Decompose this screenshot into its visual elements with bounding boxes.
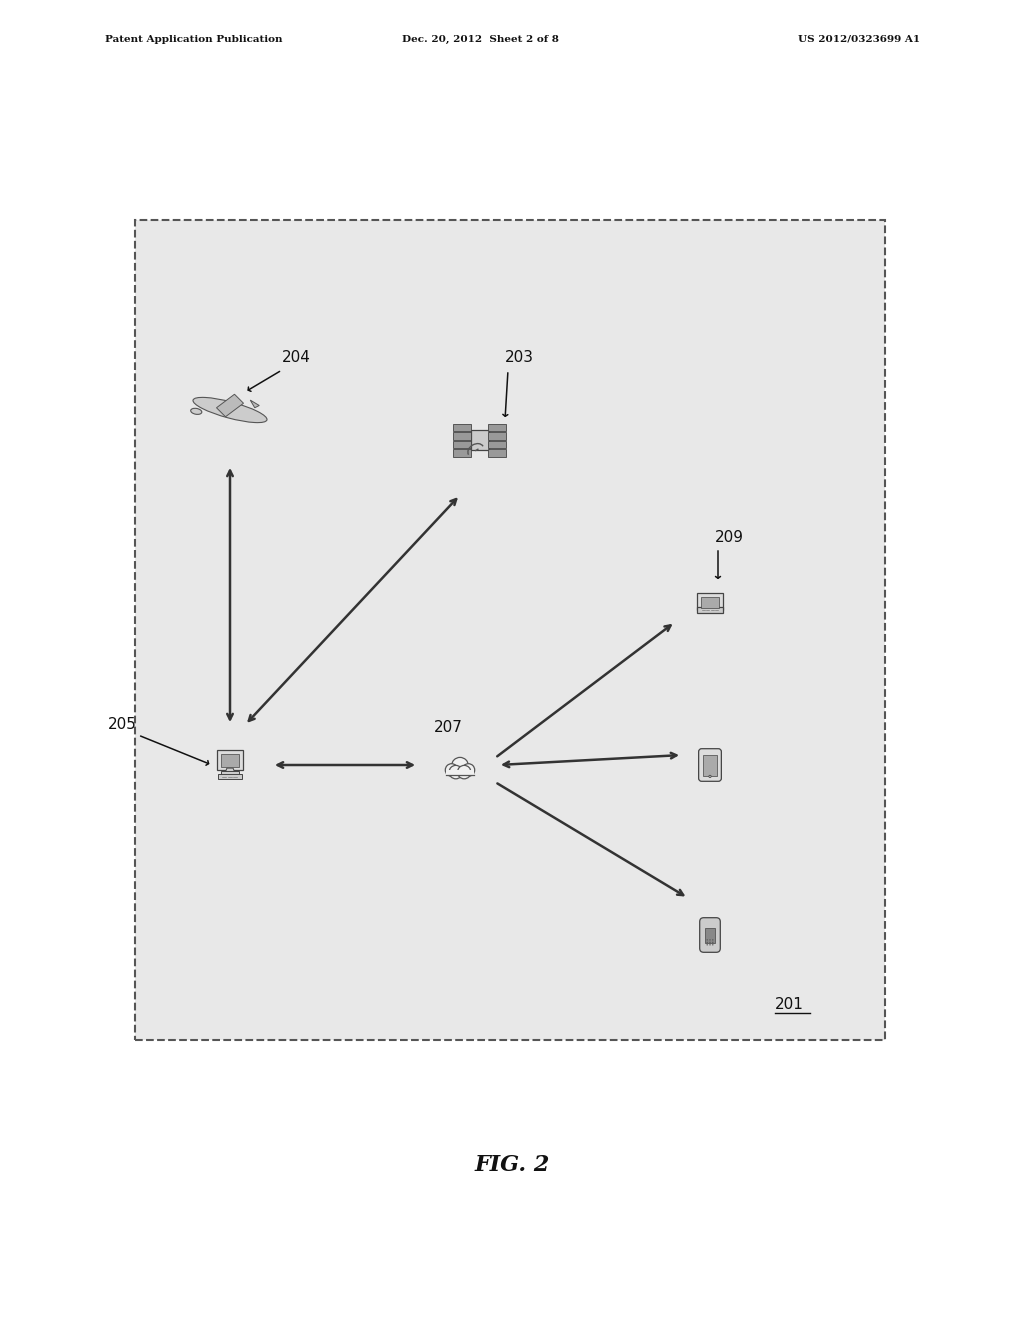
Text: US 2012/0323699 A1: US 2012/0323699 A1: [798, 36, 920, 44]
FancyBboxPatch shape: [697, 607, 723, 612]
FancyBboxPatch shape: [453, 432, 471, 440]
Circle shape: [450, 766, 463, 779]
Text: 205: 205: [108, 717, 137, 733]
FancyBboxPatch shape: [453, 441, 471, 449]
Circle shape: [710, 940, 711, 941]
FancyBboxPatch shape: [698, 748, 721, 781]
FancyBboxPatch shape: [488, 449, 506, 457]
FancyBboxPatch shape: [453, 424, 471, 432]
Circle shape: [452, 758, 468, 775]
FancyBboxPatch shape: [135, 220, 885, 1040]
Polygon shape: [225, 768, 234, 772]
Text: 207: 207: [433, 719, 463, 735]
FancyBboxPatch shape: [218, 774, 243, 779]
Text: FIG. 2: FIG. 2: [474, 1154, 550, 1176]
Circle shape: [707, 941, 708, 942]
Circle shape: [712, 941, 714, 942]
Circle shape: [712, 944, 714, 945]
FancyBboxPatch shape: [697, 593, 723, 610]
Polygon shape: [216, 395, 244, 417]
FancyBboxPatch shape: [453, 449, 471, 457]
Circle shape: [710, 941, 711, 942]
Circle shape: [707, 944, 708, 945]
Circle shape: [458, 766, 471, 779]
FancyBboxPatch shape: [488, 441, 506, 449]
FancyBboxPatch shape: [217, 750, 244, 770]
FancyBboxPatch shape: [220, 771, 240, 776]
FancyBboxPatch shape: [701, 597, 719, 607]
Text: 204: 204: [282, 350, 311, 366]
Circle shape: [710, 944, 711, 945]
Text: Patent Application Publication: Patent Application Publication: [105, 36, 283, 44]
Polygon shape: [250, 400, 259, 408]
Text: 209: 209: [715, 531, 744, 545]
Circle shape: [462, 764, 475, 776]
FancyBboxPatch shape: [446, 770, 474, 775]
Text: 201: 201: [775, 997, 804, 1012]
Text: 203: 203: [505, 350, 534, 366]
Ellipse shape: [193, 397, 267, 422]
Text: Dec. 20, 2012  Sheet 2 of 8: Dec. 20, 2012 Sheet 2 of 8: [401, 36, 558, 44]
Circle shape: [712, 940, 714, 941]
FancyBboxPatch shape: [488, 424, 506, 432]
Circle shape: [707, 940, 708, 941]
Circle shape: [445, 764, 458, 776]
FancyBboxPatch shape: [705, 928, 715, 942]
Ellipse shape: [190, 408, 202, 414]
FancyBboxPatch shape: [220, 754, 240, 767]
FancyBboxPatch shape: [488, 432, 506, 440]
FancyBboxPatch shape: [702, 755, 717, 776]
FancyBboxPatch shape: [471, 430, 488, 450]
FancyBboxPatch shape: [699, 917, 720, 952]
Circle shape: [709, 775, 711, 777]
